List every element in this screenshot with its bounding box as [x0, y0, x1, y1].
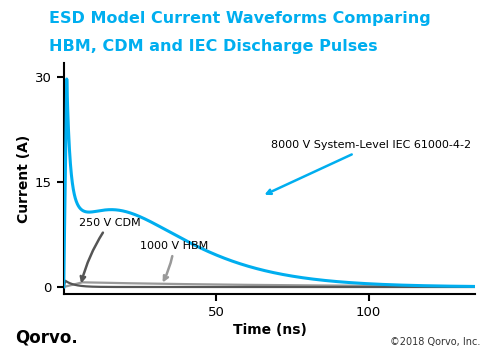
- Text: 250 V CDM: 250 V CDM: [79, 217, 141, 281]
- Text: 8000 V System-Level IEC 61000-4-2: 8000 V System-Level IEC 61000-4-2: [267, 140, 471, 194]
- Text: 1000 V HBM: 1000 V HBM: [140, 240, 208, 280]
- Text: ©2018 Qorvo, Inc.: ©2018 Qorvo, Inc.: [390, 336, 480, 346]
- Text: HBM, CDM and IEC Discharge Pulses: HBM, CDM and IEC Discharge Pulses: [49, 38, 378, 54]
- X-axis label: Time (ns): Time (ns): [233, 323, 306, 337]
- Text: ESD Model Current Waveforms Comparing: ESD Model Current Waveforms Comparing: [49, 10, 431, 26]
- Y-axis label: Current (A): Current (A): [17, 134, 31, 223]
- Text: Qorvo.: Qorvo.: [15, 329, 77, 346]
